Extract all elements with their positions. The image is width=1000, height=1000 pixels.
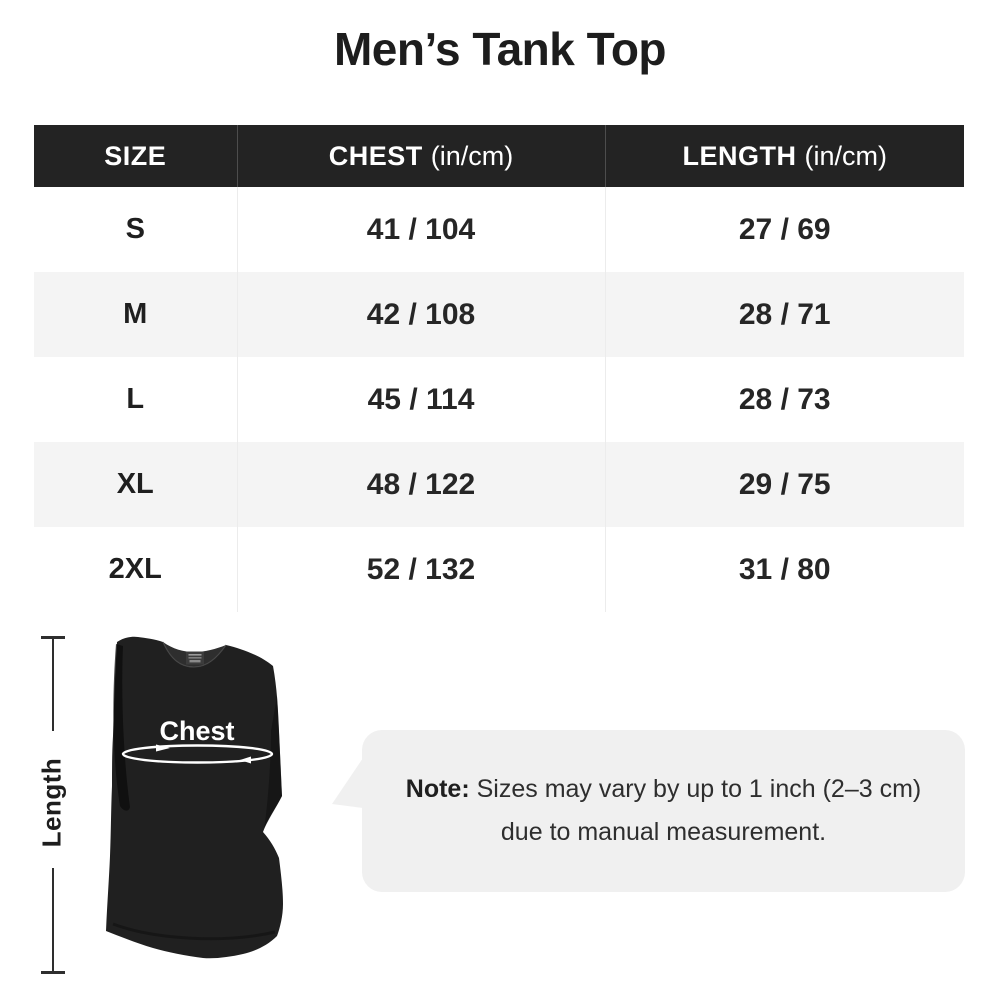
length-cell: 29 / 75 (604, 442, 964, 527)
table-row: S 41 / 104 27 / 69 (34, 187, 964, 272)
length-cell: 28 / 73 (604, 357, 964, 442)
tank-armhole-shadow-right (264, 696, 282, 829)
length-arrow-bottom-cap (41, 971, 65, 974)
chest-cell: 41 / 104 (236, 187, 605, 272)
length-cell: 28 / 71 (604, 272, 964, 357)
length-unit-label: (in/cm) (804, 140, 888, 171)
header-cell-chest: CHEST (in/cm) (236, 125, 605, 187)
note-bubble: Note: Sizes may vary by up to 1 inch (2–… (362, 730, 965, 892)
table-row: 2XL 52 / 132 31 / 80 (34, 527, 964, 612)
length-cell: 27 / 69 (604, 187, 964, 272)
chest-cell: 52 / 132 (236, 527, 605, 612)
tank-body-shape (106, 636, 283, 959)
chest-label: Chest (159, 716, 234, 746)
chest-cell: 42 / 108 (236, 272, 605, 357)
chest-cell: 45 / 114 (236, 357, 605, 442)
table-row: M 42 / 108 28 / 71 (34, 272, 964, 357)
table-row: L 45 / 114 28 / 73 (34, 357, 964, 442)
chest-arrow-left-icon (240, 756, 251, 764)
tank-top-illustration: Chest (106, 636, 283, 959)
size-cell: L (34, 357, 237, 442)
length-arrow-line-top (52, 637, 54, 731)
chest-unit-label: (in/cm) (430, 140, 514, 171)
size-header-label: SIZE (104, 140, 167, 171)
page-title: Men’s Tank Top (333, 23, 667, 75)
size-cell: 2XL (34, 527, 237, 612)
length-arrow-line-bottom (52, 868, 54, 972)
tank-neck-seam (162, 641, 227, 668)
size-chart-table: SIZE CHEST (in/cm) LENGTH (in/cm) S 41 /… (34, 125, 964, 612)
size-cell: XL (34, 442, 237, 527)
chest-measure-ellipse (121, 744, 274, 764)
note-text-line2: due to manual measurement. (500, 818, 827, 846)
note-bubble-tail (332, 758, 363, 808)
note-text-line1: Note: Sizes may vary by up to 1 inch (2–… (405, 775, 922, 803)
tank-neck-label (186, 651, 204, 665)
length-header-label: LENGTH (682, 140, 797, 171)
length-label: Length (36, 757, 67, 847)
header-cell-length: LENGTH (in/cm) (604, 125, 964, 187)
table-row: XL 48 / 122 29 / 75 (34, 442, 964, 527)
chest-arrow-right-icon (156, 744, 170, 752)
length-cell: 31 / 80 (604, 527, 964, 612)
size-cell: S (34, 187, 237, 272)
size-cell: M (34, 272, 237, 357)
header-cell-size: SIZE (34, 125, 237, 187)
chest-cell: 48 / 122 (236, 442, 605, 527)
note-prefix: Note: (405, 775, 470, 803)
tank-armhole-shadow-left (113, 644, 130, 811)
header-row: SIZE CHEST (in/cm) LENGTH (in/cm) (34, 125, 964, 187)
chest-header-label: CHEST (328, 140, 423, 171)
tank-hem-shadow (112, 922, 276, 941)
